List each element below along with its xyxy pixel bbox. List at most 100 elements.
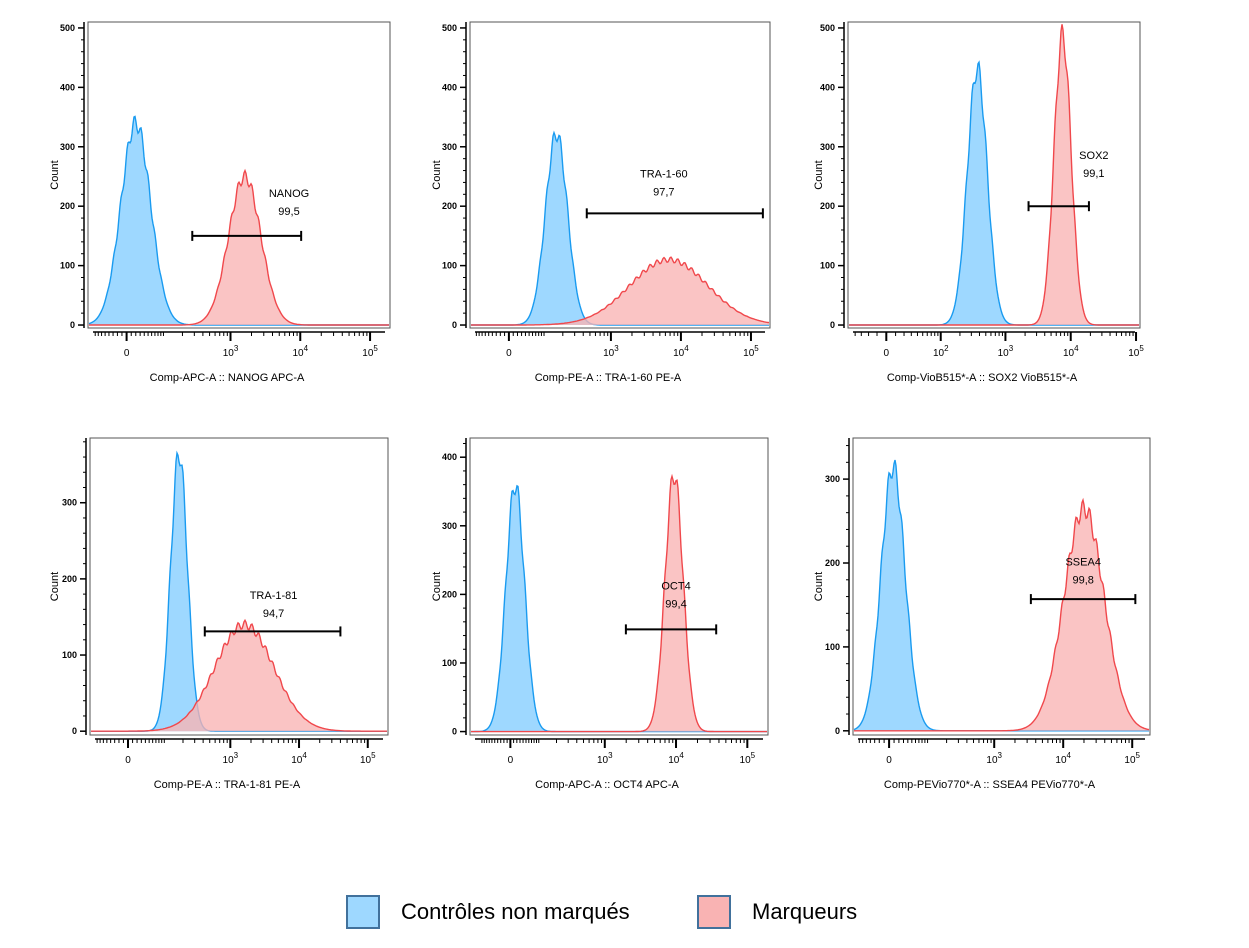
gate-name-label: NANOG	[269, 188, 309, 200]
y-tick-label: 0	[72, 726, 77, 736]
y-tick-label: 200	[820, 201, 835, 211]
series-area-controls	[849, 62, 1139, 326]
series-area-controls	[89, 116, 389, 326]
histogram-panel-2: 0 100 200 300 400 500 Count 0 103 104 105 Comp-PE-A…	[431, 21, 771, 384]
legend-item-markers: Marqueurs	[697, 895, 857, 929]
y-tick-label: 300	[442, 521, 457, 531]
series-line-markers	[471, 473, 767, 733]
y-axis-label: Count	[431, 572, 443, 601]
x-axis-label: Comp-PE-A :: TRA-1-81 PE-A	[154, 779, 301, 791]
y-tick-label: 200	[442, 201, 457, 211]
x-axis-label: Comp-VioB515*-A :: SOX2 VioB515*-A	[887, 372, 1078, 384]
gate-percent-label: 99,1	[1083, 168, 1104, 180]
x-tick-label: 103	[597, 751, 613, 766]
x-tick-label: 103	[223, 344, 239, 359]
series-line-markers	[91, 618, 387, 732]
legend-label-controls: Contrôles non marqués	[401, 899, 630, 924]
y-tick-label: 400	[442, 452, 457, 462]
gate-percent-label: 99,5	[278, 206, 299, 218]
series-area-markers	[849, 24, 1139, 326]
gate-name-label: SSEA4	[1065, 556, 1100, 568]
series-area-markers	[91, 620, 387, 732]
x-tick-label: 0	[124, 348, 130, 359]
x-tick-label: 104	[673, 344, 689, 359]
y-tick-label: 500	[820, 23, 835, 33]
histogram-panel-1: 0 100 200 300 400 500 Count 0 103 104 105 Comp-APC-…	[49, 21, 391, 384]
plot-frame	[469, 21, 771, 329]
y-tick-label: 300	[820, 142, 835, 152]
y-tick-label: 100	[825, 642, 840, 652]
series-area-markers	[854, 500, 1149, 731]
gate-name-label: TRA-1-60	[640, 169, 688, 181]
plot-frame	[852, 437, 1151, 736]
y-tick-label: 300	[62, 498, 77, 508]
legend-swatch-controls	[346, 895, 380, 929]
y-tick-label: 0	[70, 320, 75, 330]
y-tick-label: 200	[60, 201, 75, 211]
gate-name-label: TRA-1-81	[250, 590, 298, 602]
y-tick-label: 500	[60, 23, 75, 33]
y-axis-label: Count	[49, 160, 61, 189]
x-tick-label: 104	[668, 751, 684, 766]
y-tick-label: 0	[452, 727, 457, 737]
x-tick-label: 103	[998, 344, 1014, 359]
y-tick-label: 0	[452, 320, 457, 330]
x-tick-label: 0	[506, 348, 512, 359]
histogram-panel-6: 0 100 200 300 Count 0 103 104 105 Comp-PEVio770*-…	[813, 437, 1151, 791]
histogram-panel-5: 0 100 200 300 400 Count 0 103 104 105 Comp-APC-A :…	[431, 437, 769, 791]
y-tick-label: 500	[442, 23, 457, 33]
x-axis-label: Comp-PE-A :: TRA-1-60 PE-A	[535, 372, 682, 384]
gate-percent-label: 99,8	[1073, 574, 1094, 586]
x-axis-label: Comp-APC-A :: OCT4 APC-A	[535, 779, 679, 791]
gate-name-label: OCT4	[661, 580, 690, 592]
legend-label-markers: Marqueurs	[752, 899, 858, 924]
x-tick-label: 0	[508, 755, 514, 766]
x-tick-label: 103	[986, 751, 1002, 766]
y-tick-label: 0	[830, 320, 835, 330]
plot-frame	[469, 437, 769, 736]
y-tick-label: 400	[820, 82, 835, 92]
x-tick-label: 102	[933, 344, 949, 359]
y-tick-label: 200	[62, 574, 77, 584]
y-tick-label: 300	[442, 142, 457, 152]
y-tick-label: 200	[825, 558, 840, 568]
histogram-panel-3: 0 100 200 300 400 500 Count 0 102 103 104 105 Comp-V…	[813, 21, 1144, 384]
plot-frame	[87, 21, 391, 329]
y-axis-label: Count	[813, 160, 825, 189]
x-axis-label: Comp-APC-A :: NANOG APC-A	[150, 372, 305, 384]
y-tick-label: 100	[62, 650, 77, 660]
y-tick-label: 300	[60, 142, 75, 152]
y-axis-label: Count	[49, 572, 61, 601]
y-axis-label: Count	[431, 160, 443, 189]
x-tick-label: 0	[886, 755, 892, 766]
x-axis-label: Comp-PEVio770*-A :: SSEA4 PEVio770*-A	[884, 779, 1096, 791]
x-tick-label: 103	[223, 751, 239, 766]
x-tick-label: 105	[360, 751, 376, 766]
gate-percent-label: 94,7	[263, 608, 284, 620]
series-line-markers	[471, 256, 770, 326]
x-tick-label: 104	[292, 344, 308, 359]
y-tick-label: 100	[60, 261, 75, 271]
x-tick-label: 105	[1124, 751, 1140, 766]
x-tick-label: 0	[884, 348, 890, 359]
gate-percent-label: 97,7	[653, 187, 674, 199]
series-area-markers	[471, 257, 769, 326]
x-tick-label: 103	[603, 344, 619, 359]
x-tick-label: 105	[362, 344, 378, 359]
y-tick-label: 100	[442, 261, 457, 271]
plot-frame	[89, 437, 389, 736]
x-tick-label: 105	[1128, 344, 1144, 359]
x-tick-label: 0	[125, 755, 131, 766]
plot-frame	[847, 21, 1141, 329]
gate-name-label: SOX2	[1079, 150, 1108, 162]
y-tick-label: 0	[835, 726, 840, 736]
x-tick-label: 104	[1063, 344, 1079, 359]
x-tick-label: 105	[740, 751, 756, 766]
y-tick-label: 100	[820, 261, 835, 271]
x-tick-label: 104	[1055, 751, 1071, 766]
series-area-controls	[471, 485, 767, 732]
legend-swatch-markers	[697, 895, 731, 929]
gate-percent-label: 99,4	[665, 598, 686, 610]
